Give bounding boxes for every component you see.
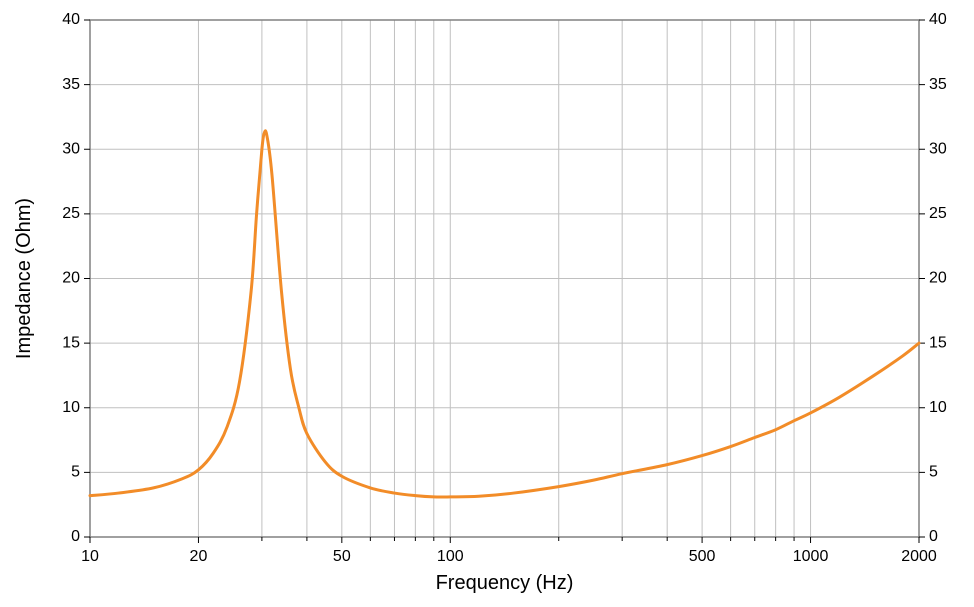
xtick-label: 10 <box>81 548 99 565</box>
ytick-label-right: 40 <box>929 11 947 28</box>
xtick-label: 100 <box>437 548 464 565</box>
ytick-label-right: 30 <box>929 140 947 157</box>
ytick-label-left: 30 <box>62 140 80 157</box>
ytick-label-right: 10 <box>929 399 947 416</box>
xtick-label: 20 <box>190 548 208 565</box>
impedance-chart: 0 5 10 15 20 25 30 35 40 0 5 10 15 20 25 30 35 40 10 20 50 10… <box>0 0 974 607</box>
ytick-label-left: 15 <box>62 334 80 351</box>
ytick-label-right: 5 <box>929 464 938 481</box>
ytick-label-right: 35 <box>929 76 947 93</box>
x-axis-label: Frequency (Hz) <box>436 572 574 594</box>
ytick-label-right: 15 <box>929 334 947 351</box>
ytick-label-left: 0 <box>71 528 80 545</box>
y-axis-label: Impedance (Ohm) <box>13 198 35 359</box>
ytick-label-left: 10 <box>62 399 80 416</box>
ytick-label-left: 5 <box>71 464 80 481</box>
ytick-label-right: 20 <box>929 270 947 287</box>
xtick-label: 500 <box>689 548 716 565</box>
ytick-label-right: 0 <box>929 528 938 545</box>
ytick-label-left: 40 <box>62 11 80 28</box>
ytick-label-left: 35 <box>62 76 80 93</box>
xtick-label: 50 <box>333 548 351 565</box>
xtick-label: 1000 <box>793 548 829 565</box>
chart-svg: 0 5 10 15 20 25 30 35 40 0 5 10 15 20 25 30 35 40 10 20 50 10… <box>0 0 974 607</box>
xtick-label: 2000 <box>901 548 937 565</box>
ytick-label-left: 20 <box>62 270 80 287</box>
ytick-label-left: 25 <box>62 205 80 222</box>
ytick-label-right: 25 <box>929 205 947 222</box>
